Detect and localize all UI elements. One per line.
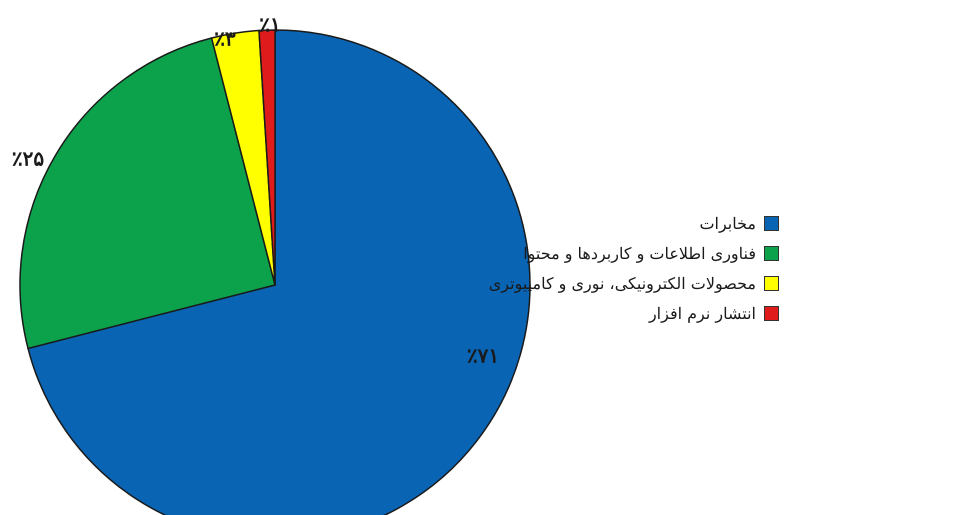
legend-label-ict: فناوری اطلاعات و کاربردها و محتوا bbox=[523, 244, 756, 263]
legend-item-telecom: مخابرات bbox=[577, 208, 779, 238]
legend-swatch-software bbox=[764, 306, 779, 321]
legend-swatch-telecom bbox=[764, 216, 779, 231]
data-label-software: ٪۱ bbox=[259, 13, 280, 37]
pie-slices bbox=[20, 30, 530, 515]
legend-label-software: انتشار نرم افزار bbox=[649, 304, 756, 323]
data-label-electronics: ٪۳ bbox=[214, 27, 236, 51]
legend-swatch-ict bbox=[764, 246, 779, 261]
legend: مخابرات فناوری اطلاعات و کاربردها و محتو… bbox=[577, 208, 977, 328]
legend-swatch-electronics bbox=[764, 276, 779, 291]
data-label-telecom: ٪۷۱ bbox=[467, 344, 499, 368]
legend-label-electronics: محصولات الکترونیکی، نوری و کامپیوتری bbox=[489, 274, 756, 293]
legend-item-ict: فناوری اطلاعات و کاربردها و محتوا bbox=[577, 238, 779, 268]
legend-item-electronics: محصولات الکترونیکی، نوری و کامپیوتری bbox=[577, 268, 779, 298]
legend-item-software: انتشار نرم افزار bbox=[577, 298, 779, 328]
legend-label-telecom: مخابرات bbox=[699, 214, 756, 233]
data-label-ict: ٪۲۵ bbox=[12, 147, 44, 171]
